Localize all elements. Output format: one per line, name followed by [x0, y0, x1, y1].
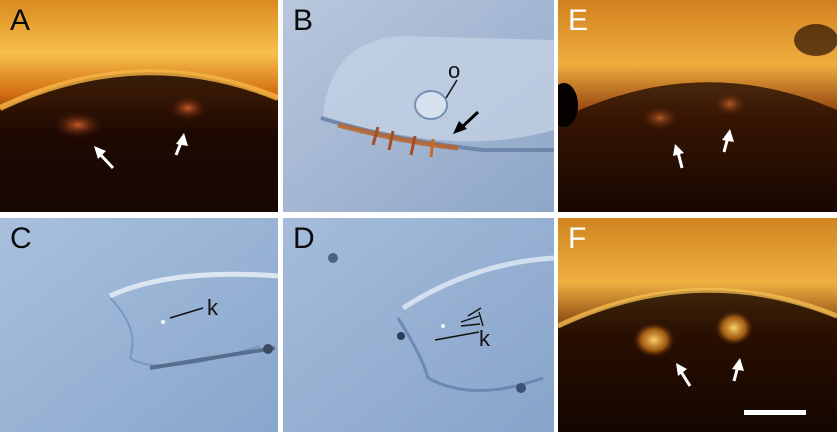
arrow-e-right [722, 129, 734, 153]
arrow-f-right [732, 358, 744, 382]
arrow-b [453, 110, 480, 134]
panel-c: C k [0, 218, 278, 432]
panel-f-image [558, 218, 837, 432]
panel-f: F [558, 218, 837, 432]
panel-e: E [558, 0, 837, 212]
panel-e-image [558, 0, 837, 212]
arrow-a-right [174, 133, 188, 156]
scale-bar [744, 410, 806, 415]
panel-b: B o [283, 0, 554, 212]
arrow-e-left [673, 144, 684, 169]
arrow-f-left [676, 363, 692, 387]
annotation-o: o [448, 58, 461, 83]
panel-label-b: B [293, 4, 314, 37]
panel-c-image [0, 218, 278, 432]
panel-label-c: C [10, 222, 32, 255]
panel-label-f: F [568, 222, 587, 255]
annotation-k-c: k [207, 295, 218, 320]
panel-a: A [0, 0, 278, 212]
annotation-k-d: k [479, 326, 490, 351]
panel-d: D k [283, 218, 554, 432]
panel-label-e: E [568, 4, 589, 37]
panel-label-a: A [10, 4, 31, 37]
panel-d-image [283, 218, 554, 432]
panel-b-image [283, 0, 554, 212]
arrow-a-left [94, 146, 115, 170]
panel-a-image [0, 0, 278, 212]
panel-label-d: D [293, 222, 315, 255]
